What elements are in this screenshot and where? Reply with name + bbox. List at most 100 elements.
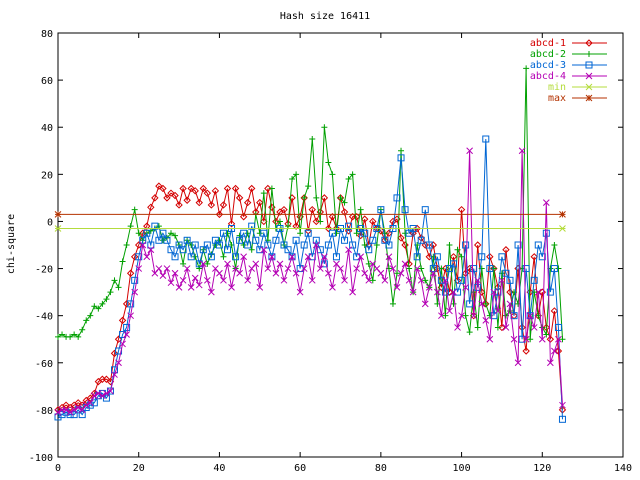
data-point	[171, 269, 179, 277]
data-point	[312, 241, 320, 249]
data-point	[62, 401, 70, 409]
data-point	[123, 242, 130, 248]
data-point	[345, 222, 353, 230]
data-point	[199, 260, 207, 268]
data-point	[369, 277, 376, 284]
data-point	[547, 359, 554, 367]
data-point	[175, 284, 183, 291]
data-point	[211, 236, 219, 244]
data-point	[179, 184, 187, 193]
data-point	[502, 324, 510, 331]
data-point	[361, 242, 368, 248]
data-point	[151, 222, 159, 230]
legend-label: min	[548, 82, 566, 93]
data-point	[397, 269, 405, 277]
data-point	[123, 331, 130, 338]
data-point	[325, 159, 332, 166]
data-point	[449, 253, 458, 261]
data-point	[324, 241, 332, 249]
data-point	[413, 224, 421, 233]
data-point	[389, 265, 397, 272]
data-point	[195, 260, 203, 268]
data-point	[328, 229, 336, 237]
data-point	[466, 300, 474, 308]
data-point	[256, 284, 264, 291]
data-point	[457, 205, 466, 214]
data-point	[454, 324, 461, 331]
legend-label: abcd-3	[530, 60, 566, 71]
data-point	[406, 265, 413, 272]
data-point	[300, 241, 308, 249]
data-point	[256, 230, 263, 237]
data-point	[171, 191, 179, 200]
data-point	[478, 253, 486, 261]
data-point	[83, 317, 90, 324]
data-point	[252, 236, 260, 244]
data-point	[558, 415, 566, 423]
data-point	[79, 326, 86, 333]
data-point	[344, 227, 353, 235]
data-point	[352, 213, 361, 221]
legend-marker	[585, 61, 593, 69]
data-point	[329, 284, 336, 291]
data-point	[54, 225, 62, 232]
data-point	[308, 205, 316, 214]
data-point	[361, 215, 369, 223]
data-point	[369, 236, 377, 244]
data-point	[559, 211, 566, 218]
data-point	[329, 171, 336, 178]
data-point	[139, 236, 147, 244]
data-point	[482, 300, 489, 307]
data-point	[341, 236, 349, 244]
x-tick-label: 120	[533, 463, 551, 474]
x-tick-label: 0	[55, 463, 61, 474]
data-point	[159, 184, 167, 193]
data-point	[304, 253, 312, 261]
data-point	[163, 194, 171, 202]
data-point	[143, 222, 151, 230]
data-point	[163, 265, 171, 272]
y-tick-label: -100	[29, 453, 53, 464]
data-point	[147, 241, 155, 249]
data-point	[220, 253, 227, 260]
data-point	[187, 184, 195, 193]
data-point	[559, 225, 566, 232]
data-point	[248, 246, 255, 253]
data-point	[66, 408, 74, 416]
data-point	[280, 205, 288, 214]
data-point	[429, 265, 437, 273]
data-point	[90, 392, 98, 400]
data-point	[394, 270, 400, 277]
data-point	[87, 312, 94, 319]
data-point	[482, 317, 490, 324]
data-point	[122, 300, 131, 308]
data-point	[215, 210, 224, 219]
data-point	[309, 136, 316, 142]
data-point	[260, 246, 268, 254]
y-tick-label: -20	[35, 265, 53, 276]
data-point	[268, 253, 276, 261]
plot-frame	[57, 32, 624, 458]
data-point	[103, 296, 110, 303]
data-point	[280, 276, 288, 284]
data-point	[434, 288, 441, 296]
data-point	[62, 406, 70, 414]
data-point	[417, 276, 425, 284]
data-point	[397, 154, 405, 162]
data-point	[268, 185, 275, 192]
y-tick-label: 40	[41, 123, 53, 134]
x-tick-label: 60	[294, 463, 306, 474]
data-point	[554, 323, 562, 331]
data-point	[474, 276, 482, 284]
data-point	[71, 331, 78, 338]
series-min	[54, 225, 566, 232]
data-point	[534, 288, 542, 296]
data-point	[143, 229, 151, 237]
data-point	[470, 312, 478, 320]
data-point	[175, 201, 183, 209]
data-point	[514, 241, 522, 249]
data-point	[494, 288, 502, 296]
data-point	[506, 288, 514, 296]
data-point	[58, 411, 66, 419]
data-point	[438, 312, 445, 320]
